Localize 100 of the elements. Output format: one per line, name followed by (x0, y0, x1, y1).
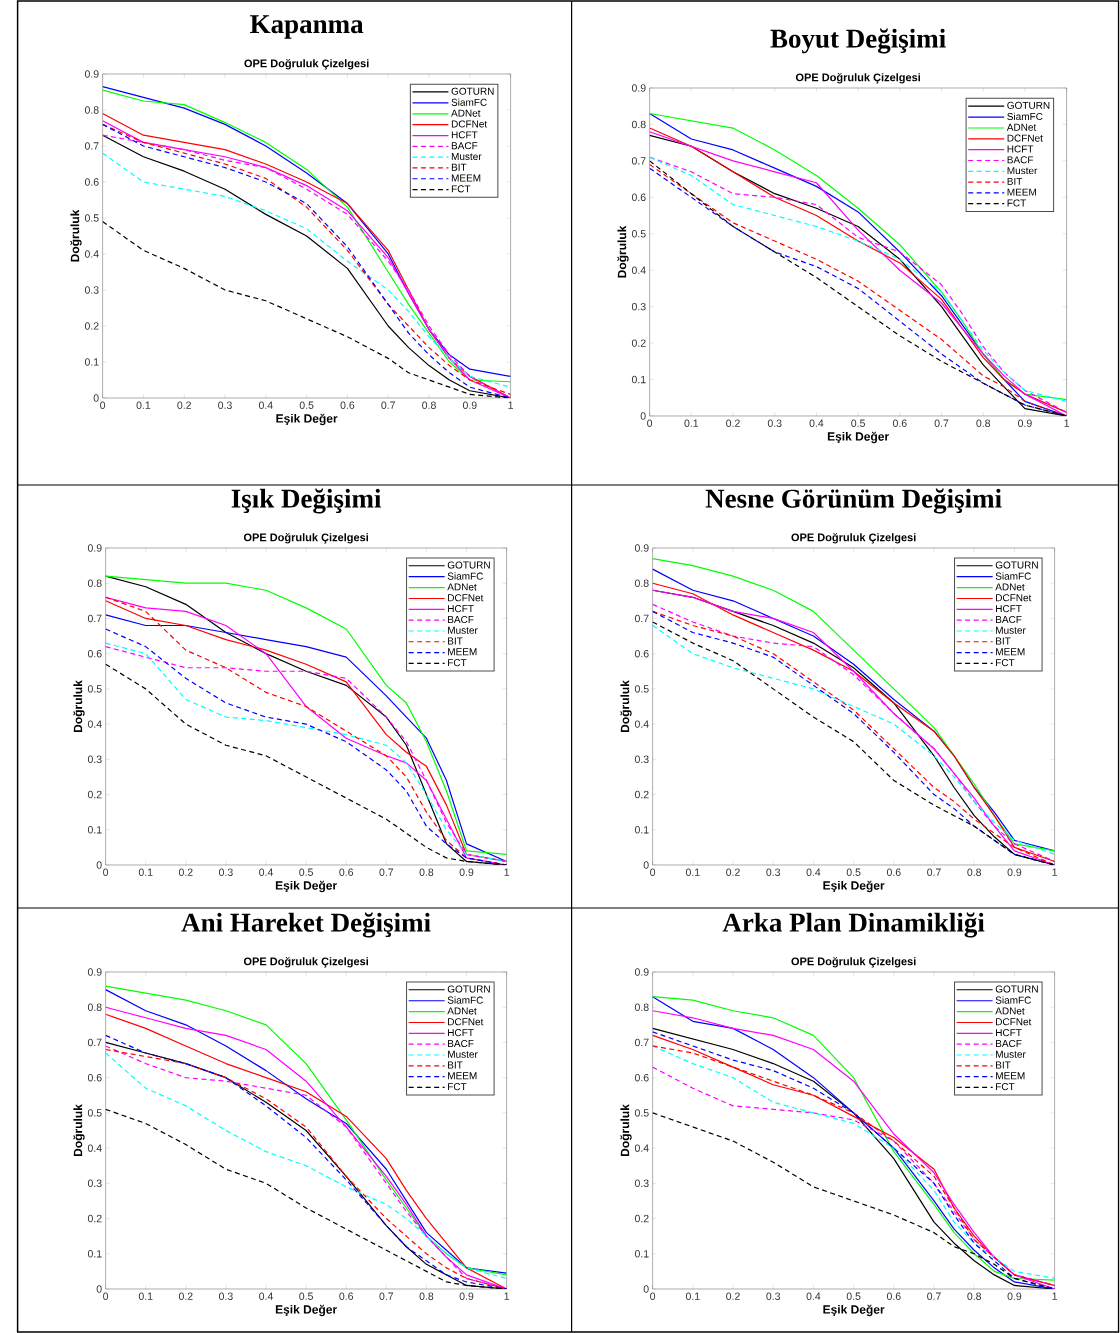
legend-label: Muster (448, 626, 478, 634)
x-tick-label: 0 (103, 868, 109, 876)
legend-label: SiamFC (451, 98, 487, 106)
legend-label: ADNet (995, 583, 1025, 591)
legend-label: DCFNet (1007, 134, 1044, 142)
legend-label: FCT (1007, 199, 1027, 207)
x-tick-label: 0.9 (1007, 868, 1022, 876)
x-tick-label: 0.1 (139, 868, 153, 876)
y-tick-label: 0.1 (635, 826, 649, 834)
legend-label: FCT (996, 659, 1015, 667)
legend-label: MEEM (996, 1072, 1025, 1080)
x-tick-label: 0.6 (339, 1292, 354, 1300)
x-tick-label: 0 (650, 1292, 656, 1300)
y-tick-label: 0.2 (85, 322, 99, 330)
x-tick-label: 0.3 (218, 401, 233, 409)
y-tick-label: 0.4 (632, 266, 646, 274)
x-tick-label: 1 (1052, 1292, 1058, 1300)
y-tick-label: 0.8 (632, 120, 646, 129)
legend-label: HCFT (452, 131, 478, 139)
chart-title: Kapanma (250, 15, 364, 39)
x-axis-title: Eşik Değer (276, 880, 338, 893)
y-tick-label: 0.5 (85, 214, 99, 222)
legend-label: BACF (1007, 156, 1034, 164)
y-tick-label: 0.4 (635, 720, 649, 728)
legend-label: GOTURN (447, 561, 490, 569)
chart-subtitle: OPE Doğruluk Çizelgesi (791, 957, 916, 968)
y-tick-label: 0.1 (88, 1250, 102, 1258)
legend-label: MEEM (996, 648, 1025, 656)
legend-label: MEEM (448, 1072, 477, 1080)
x-tick-label: 0.8 (422, 401, 437, 409)
x-tick-label: 0.5 (299, 868, 314, 876)
x-tick-label: 0.4 (259, 868, 274, 876)
y-tick-label: 0.7 (635, 614, 649, 623)
x-tick-label: 0 (103, 1292, 109, 1300)
y-tick-label: 0.3 (88, 755, 102, 764)
legend-label: BACF (996, 1039, 1022, 1048)
legend-label: ADNet (447, 583, 477, 591)
legend-label: HCFT (1007, 145, 1034, 153)
x-tick-label: 0.2 (726, 1292, 740, 1300)
y-tick-label: 0.2 (88, 790, 102, 799)
x-tick-label: 0.3 (766, 1292, 781, 1300)
legend-label: HCFT (996, 1029, 1022, 1037)
legend-label: BACF (448, 1039, 474, 1048)
y-tick-label: 0.6 (85, 178, 99, 186)
legend-label: Muster (1007, 167, 1038, 175)
y-tick-label: 0.8 (88, 1003, 102, 1011)
legend-label: FCT (448, 659, 467, 667)
y-tick-label: 0 (96, 1285, 102, 1293)
y-tick-label: 0.1 (85, 358, 99, 366)
legend-label: DCFNet (996, 1018, 1032, 1026)
x-tick-label: 0.5 (846, 868, 861, 876)
y-tick-label: 0.5 (88, 1109, 102, 1117)
chart-subtitle: OPE Doğruluk Çizelgesi (796, 73, 921, 84)
y-tick-label: 0.7 (88, 1038, 102, 1047)
x-axis-title: Eşik Değer (828, 431, 890, 444)
x-tick-label: 0.3 (219, 868, 233, 876)
x-tick-label: 0.5 (851, 419, 866, 427)
y-tick-label: 0.5 (88, 685, 102, 693)
y-tick-label: 0.6 (632, 193, 646, 202)
y-tick-label: 0.3 (635, 755, 649, 764)
y-tick-label: 0.7 (632, 157, 646, 165)
legend-label: ADNet (995, 1007, 1025, 1015)
chart-subtitle: OPE Doğruluk Çizelgesi (244, 533, 369, 544)
x-tick-label: 0.1 (139, 1292, 153, 1300)
y-tick-label: 0.3 (88, 1179, 102, 1188)
legend-label: Muster (452, 153, 482, 160)
y-tick-label: 0.6 (635, 649, 649, 658)
x-tick-label: 0.9 (1007, 1292, 1022, 1300)
legend-label: DCFNet (448, 1018, 484, 1026)
x-tick-label: 0.1 (684, 419, 699, 427)
y-axis-title: Doğruluk (73, 680, 85, 733)
x-tick-label: 0.8 (976, 419, 991, 427)
x-tick-label: 1 (1052, 868, 1058, 876)
legend-label: GOTURN (1007, 101, 1050, 109)
y-tick-label: 0 (643, 1285, 649, 1293)
y-tick-label: 0.7 (88, 614, 102, 623)
legend-label: GOTURN (995, 985, 1038, 993)
y-tick-label: 0.8 (635, 579, 649, 587)
legend-label: HCFT (448, 1029, 474, 1037)
legend-label: GOTURN (995, 561, 1038, 569)
y-tick-label: 0.8 (88, 579, 102, 587)
x-tick-label: 0.1 (136, 401, 151, 409)
x-axis-title: Eşik Değer (823, 1304, 885, 1317)
y-tick-label: 0.3 (85, 286, 99, 294)
legend-label: BIT (452, 163, 467, 171)
y-tick-label: 0.3 (632, 302, 646, 311)
x-tick-label: 0.7 (934, 419, 949, 427)
legend-label: BACF (448, 615, 474, 624)
y-tick-label: 0 (93, 394, 99, 402)
legend-label: ADNet (451, 109, 481, 117)
y-tick-label: 0.1 (635, 1250, 649, 1258)
x-tick-label: 0.2 (726, 868, 740, 876)
y-tick-label: 0.6 (88, 649, 102, 658)
legend-label: GOTURN (451, 87, 494, 95)
legend-label: Muster (996, 626, 1026, 634)
legend-label: DCFNet (996, 594, 1032, 602)
y-tick-label: 0.6 (635, 1073, 649, 1082)
x-tick-label: 0.3 (768, 419, 782, 427)
y-tick-label: 0 (643, 861, 649, 869)
x-tick-label: 1 (1064, 419, 1070, 427)
